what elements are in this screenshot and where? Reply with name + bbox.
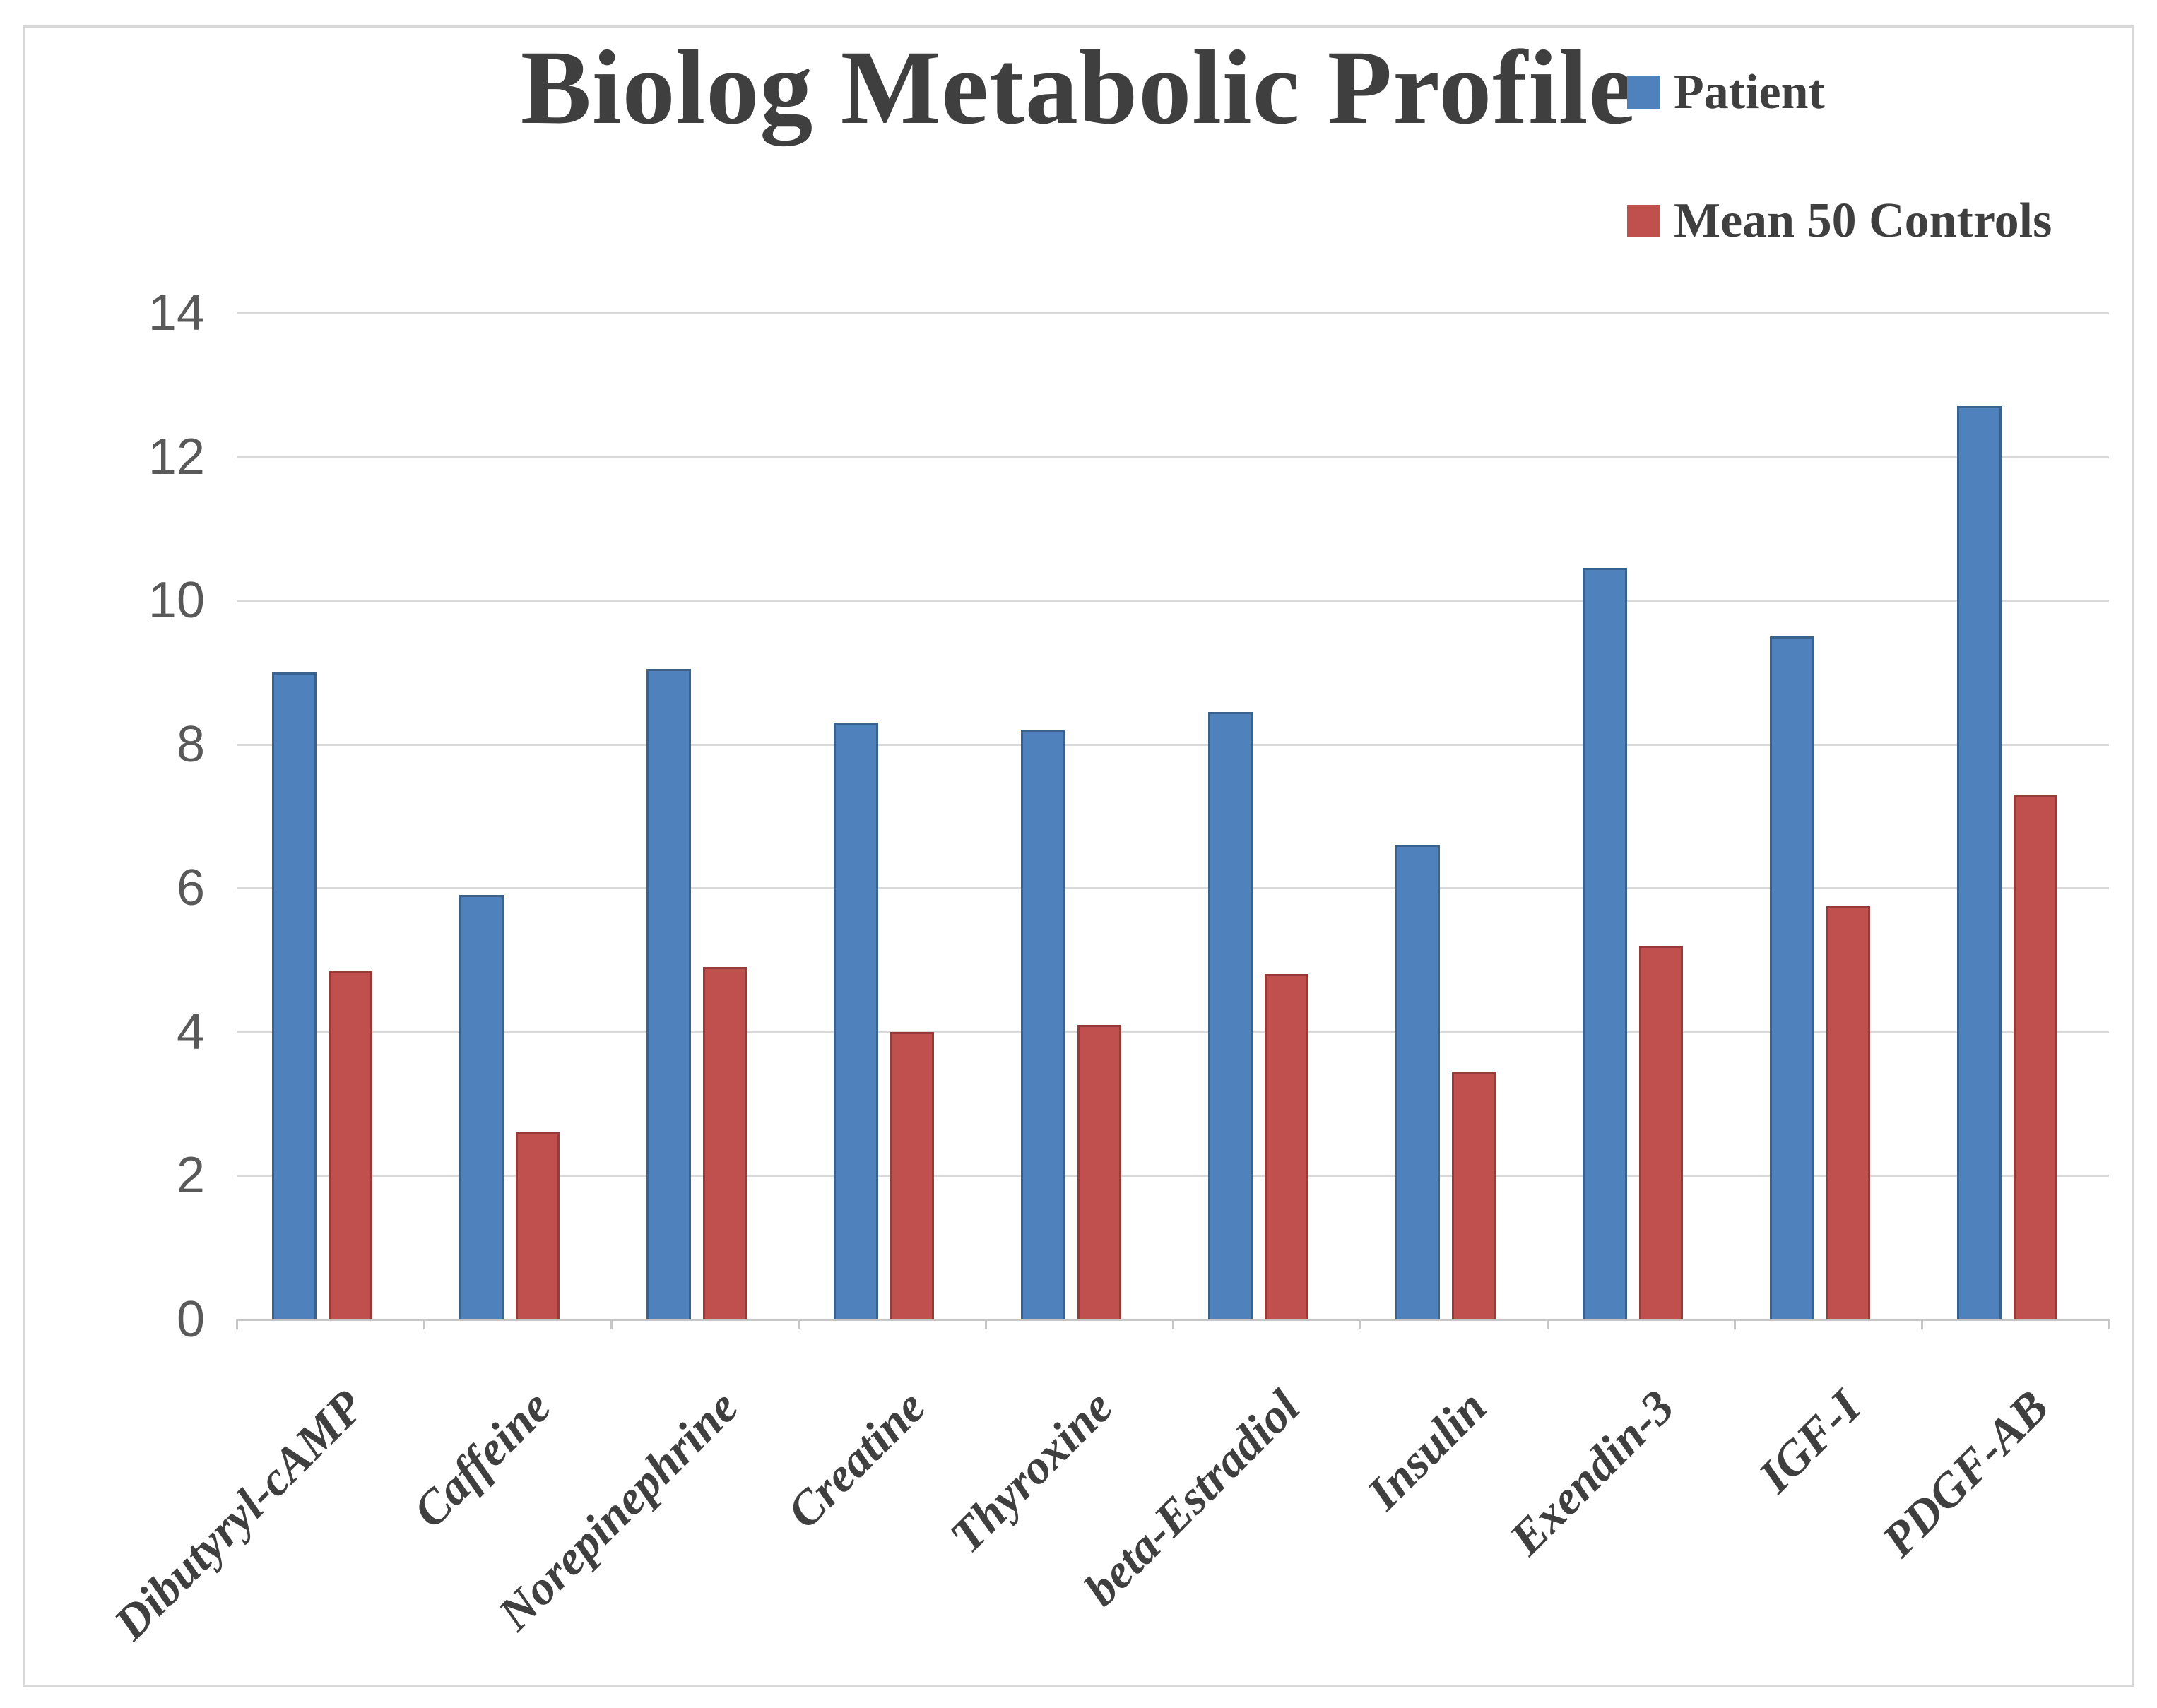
bar-patient-Caffeine [459,895,504,1319]
controls-series-swatch-icon [1627,205,1660,237]
bar-patient-Insulin [1395,845,1440,1319]
y-tick-label-8: 8 [176,716,205,773]
bar-mean-50-controls-Dibutyryl-cAMP [328,971,373,1319]
bar-patient-IGF-I [1770,636,1814,1319]
bar-mean-50-controls-Norepinephrine [702,967,747,1319]
bar-mean-50-controls-PDGF-AB [2013,794,2058,1319]
x-axis-tick [423,1319,425,1329]
x-axis-tick [985,1319,987,1329]
x-axis-tick [1547,1319,1549,1329]
bar-patient-Dibutyryl-cAMP [272,672,317,1319]
bar-mean-50-controls-Creatine [890,1031,935,1319]
x-axis-tick [1359,1319,1361,1329]
legend-item-patient: Patient [1627,68,2052,117]
legend-label-patient: Patient [1674,65,1825,119]
x-axis-tick [1921,1319,1923,1329]
chart-title: Biolog Metabolic Profile [520,29,1637,146]
y-tick-label-0: 0 [176,1291,205,1348]
x-axis-tick [610,1319,613,1329]
bar-group-beta-Estradiol [1173,313,1360,1319]
x-axis-tick [798,1319,800,1329]
bar-mean-50-controls-Exendin-3 [1638,945,1684,1319]
y-tick-label-10: 10 [148,572,205,629]
bar-patient-Norepinephrine [646,668,691,1319]
bar-group-PDGF-AB [1922,313,2109,1319]
y-tick-label-6: 6 [176,860,205,917]
bar-group-Creatine [798,313,986,1319]
y-tick-label-2: 2 [176,1147,205,1204]
gridline-y-2 [237,1175,2109,1178]
chart-border-frame [23,25,2134,1687]
bar-patient-beta-Estradiol [1208,711,1253,1319]
x-axis-tick [236,1319,238,1329]
bar-group-IGF-I [1735,313,1922,1319]
gridline-y-12 [237,456,2109,458]
bar-group-Norepinephrine [611,313,798,1319]
x-axis-tick [2108,1319,2110,1329]
bar-patient-PDGF-AB [1957,406,2002,1319]
gridline-y-14 [237,312,2109,314]
bar-mean-50-controls-Insulin [1451,1071,1496,1319]
bar-mean-50-controls-IGF-I [1826,906,1871,1319]
patient-series-swatch-icon [1627,76,1660,109]
bar-patient-Thyroxine [1021,730,1065,1319]
y-axis-tick-labels: 0 2 4 6 8 10 12 14 [0,287,205,1345]
bar-group-Dibutyryl-cAMP [237,313,424,1319]
bar-mean-50-controls-Thyroxine [1077,1024,1122,1319]
bar-mean-50-controls-Caffeine [515,1132,560,1319]
y-tick-label-12: 12 [148,428,205,485]
gridline-y-10 [237,600,2109,603]
y-tick-label-14: 14 [148,285,205,341]
x-axis-tick [1734,1319,1736,1329]
legend-item-controls: Mean 50 Controls [1627,196,2052,246]
y-tick-label-4: 4 [176,1003,205,1060]
legend: Patient Mean 50 Controls [1627,68,2052,325]
bar-patient-Creatine [834,723,878,1319]
bar-group-Thyroxine [986,313,1173,1319]
gridline-y-8 [237,743,2109,746]
legend-label-controls: Mean 50 Controls [1674,194,2052,248]
bar-mean-50-controls-beta-Estradiol [1264,974,1309,1319]
gridline-y-6 [237,887,2109,890]
bar-group-Caffeine [424,313,611,1319]
x-axis-tick [1172,1319,1174,1329]
bar-patient-Exendin-3 [1583,568,1627,1319]
gridline-y-4 [237,1031,2109,1033]
bar-group-Insulin [1360,313,1547,1319]
plot-area [236,312,2110,1329]
bar-group-Exendin-3 [1547,313,1735,1319]
